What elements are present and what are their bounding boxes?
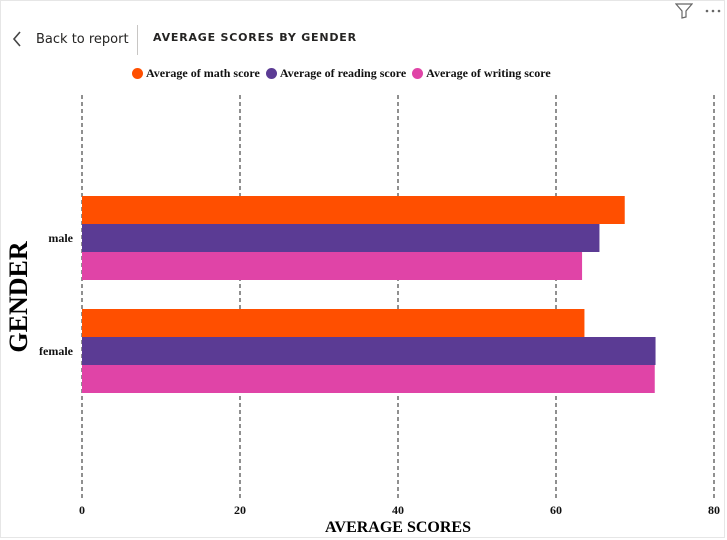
legend-swatch-math [132, 67, 143, 79]
more-options-icon[interactable] [704, 4, 722, 23]
header-divider [137, 25, 138, 55]
y-tick-label-female: female [39, 344, 74, 358]
x-tick-label: 20 [234, 503, 246, 517]
x-tick-label: 80 [708, 503, 720, 517]
legend-item-writing[interactable]: Average of writing score [412, 66, 551, 81]
legend-item-math[interactable]: Average of math score [132, 66, 260, 81]
legend-label-math: Average of math score [146, 65, 260, 80]
legend-swatch-writing [412, 67, 424, 79]
back-to-report-label: Back to report [36, 31, 129, 47]
bar-male-writing[interactable] [82, 252, 583, 280]
filter-icon[interactable] [674, 3, 694, 24]
bar-female-writing[interactable] [82, 365, 655, 393]
report-header: Back to report AVERAGE SCORES BY GENDER [0, 0, 727, 60]
chart-legend: Average of math score Average of reading… [132, 64, 557, 82]
x-axis-title: AVERAGE SCORES [325, 519, 471, 536]
back-to-report-button[interactable]: Back to report [12, 27, 129, 51]
bars [82, 196, 656, 393]
y-axis-ticks: male female [39, 231, 74, 358]
chevron-left-icon [12, 30, 22, 48]
x-tick-label: 60 [550, 503, 562, 517]
legend-swatch-reading [265, 67, 277, 79]
legend-label-writing: Average of writing score [426, 65, 551, 80]
x-axis-ticks: 0 20 40 60 80 [79, 503, 720, 517]
y-tick-label-male: male [48, 231, 73, 245]
bar-female-math[interactable] [82, 309, 585, 337]
x-tick-label: 40 [392, 503, 404, 517]
page-title: AVERAGE SCORES BY GENDER [153, 31, 357, 44]
bar-female-reading[interactable] [82, 337, 656, 365]
x-tick-label: 0 [79, 503, 85, 517]
legend-label-reading: Average of reading score [279, 65, 407, 80]
bar-male-math[interactable] [82, 196, 625, 224]
gridlines [81, 95, 715, 500]
y-axis-title: GENDER [4, 241, 33, 352]
legend-item-reading[interactable]: Average of reading score [265, 65, 407, 81]
bar-male-reading[interactable] [82, 224, 600, 252]
